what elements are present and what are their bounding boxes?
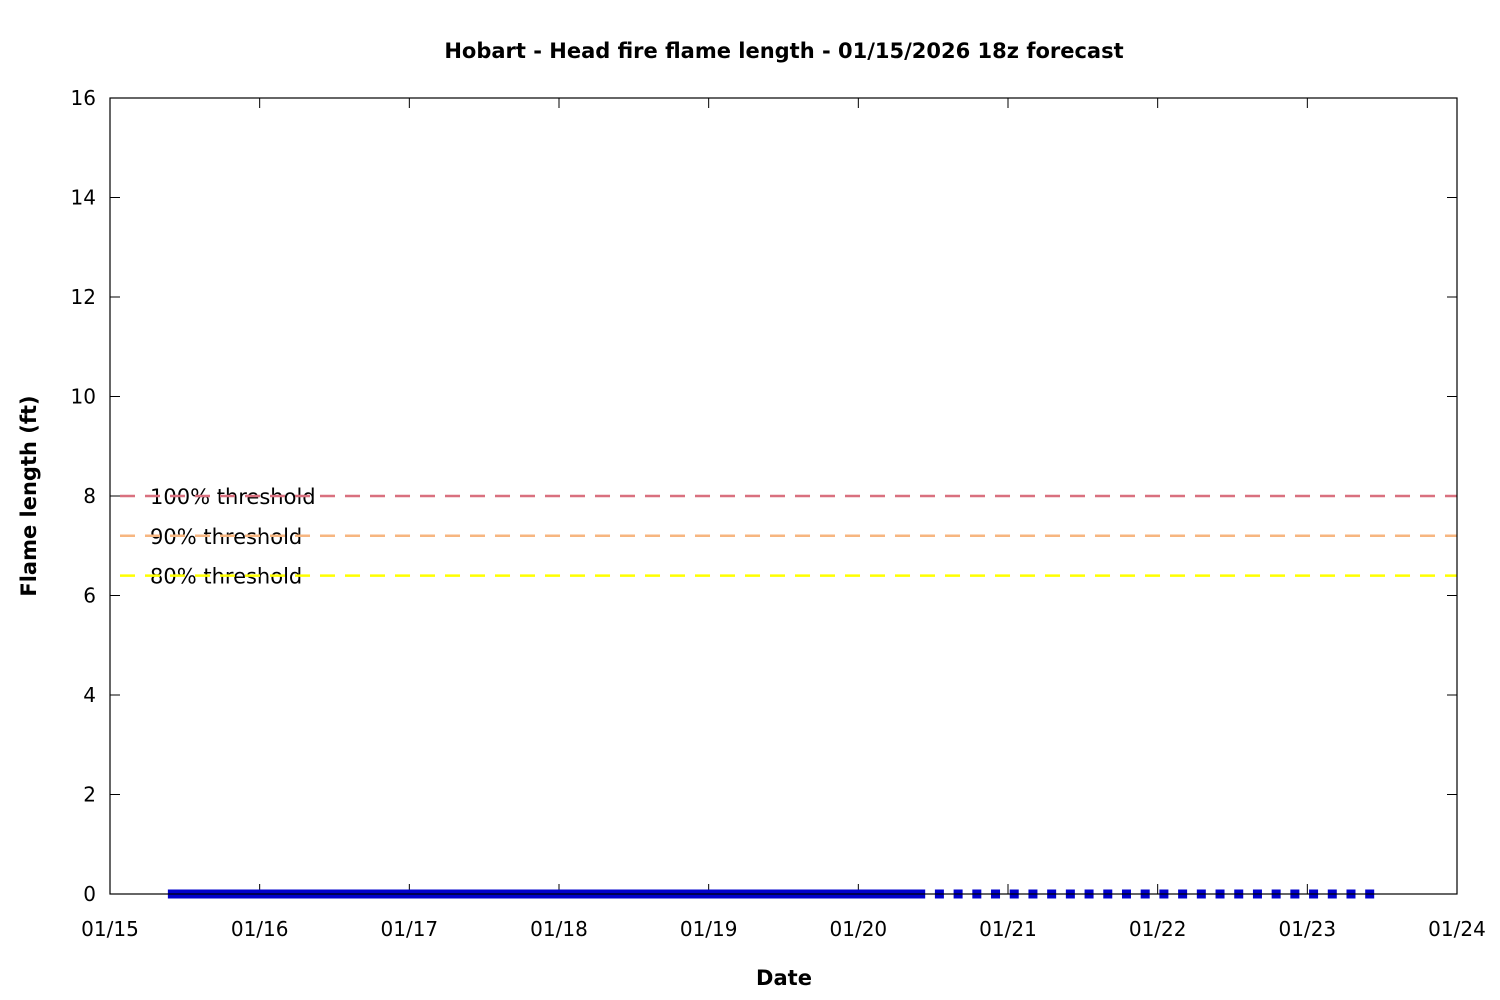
y-tick-label: 6 — [83, 584, 96, 608]
x-tick-label: 01/16 — [231, 917, 289, 941]
y-tick-label: 10 — [71, 385, 96, 409]
y-tick-label: 2 — [83, 783, 96, 807]
x-tick-label: 01/15 — [81, 917, 139, 941]
x-tick-label: 01/23 — [1279, 917, 1337, 941]
plot-frame — [109, 97, 1458, 895]
y-tick-label: 0 — [83, 882, 96, 906]
y-tick-label: 14 — [71, 186, 96, 210]
y-tick-label: 4 — [83, 683, 96, 707]
x-tick-label: 01/22 — [1129, 917, 1187, 941]
x-tick-label: 01/24 — [1428, 917, 1486, 941]
x-tick-label: 01/19 — [680, 917, 738, 941]
x-tick-label: 01/21 — [979, 917, 1037, 941]
x-axis-label: Date — [756, 966, 812, 990]
chart-title: Hobart - Head fire flame length - 01/15/… — [444, 39, 1123, 63]
x-tick-label: 01/18 — [530, 917, 588, 941]
y-axis-label: Flame length (ft) — [17, 395, 41, 596]
x-tick-label: 01/20 — [830, 917, 888, 941]
x-tick-label: 01/17 — [381, 917, 439, 941]
y-tick-label: 12 — [71, 285, 96, 309]
y-tick-label: 8 — [83, 484, 96, 508]
y-tick-label: 16 — [71, 86, 96, 110]
